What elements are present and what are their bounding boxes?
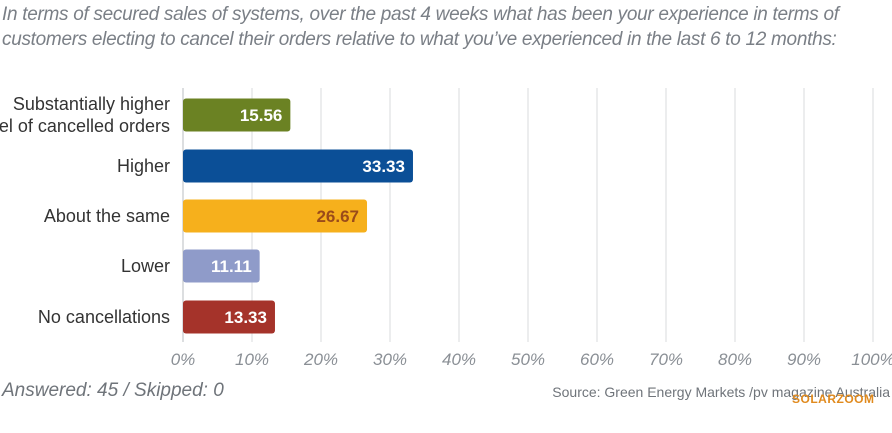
x-tick-label: 100% — [851, 350, 892, 369]
x-tick-label: 90% — [787, 350, 821, 369]
category-label: About the same — [44, 206, 170, 226]
bar — [183, 300, 275, 334]
x-tick-label: 0% — [171, 350, 196, 369]
bar — [183, 249, 260, 283]
category-label: Substantially higher — [13, 94, 170, 114]
bar — [183, 199, 368, 233]
x-tick-label: 50% — [511, 350, 545, 369]
bar — [183, 149, 413, 183]
x-tick-label: 60% — [580, 350, 614, 369]
x-tick-label: 70% — [649, 350, 683, 369]
x-tick-label: 10% — [235, 350, 269, 369]
x-tick-label: 20% — [303, 350, 338, 369]
category-label: level of cancelled orders — [0, 116, 170, 136]
watermark-logo: SOLARZOOM — [792, 392, 875, 406]
chart-title: In terms of secured sales of systems, ov… — [2, 4, 839, 50]
bar-value-label: 13.33 — [224, 308, 267, 327]
bar-value-label: 15.56 — [240, 106, 283, 125]
bar — [183, 98, 291, 132]
category-label: Lower — [121, 256, 170, 276]
source-note: Source: Green Energy Markets /pv magazin… — [552, 384, 890, 400]
bar-value-label: 33.33 — [362, 157, 405, 176]
bar-value-label: 11.11 — [211, 257, 252, 276]
category-label: Higher — [117, 156, 170, 176]
bar-value-label: 26.67 — [316, 207, 359, 226]
category-label: No cancellations — [38, 307, 170, 327]
x-tick-label: 40% — [442, 350, 476, 369]
answered-count: Answered: 45 / Skipped: 0 — [2, 380, 224, 401]
x-tick-label: 30% — [373, 350, 407, 369]
x-tick-label: 80% — [718, 350, 752, 369]
